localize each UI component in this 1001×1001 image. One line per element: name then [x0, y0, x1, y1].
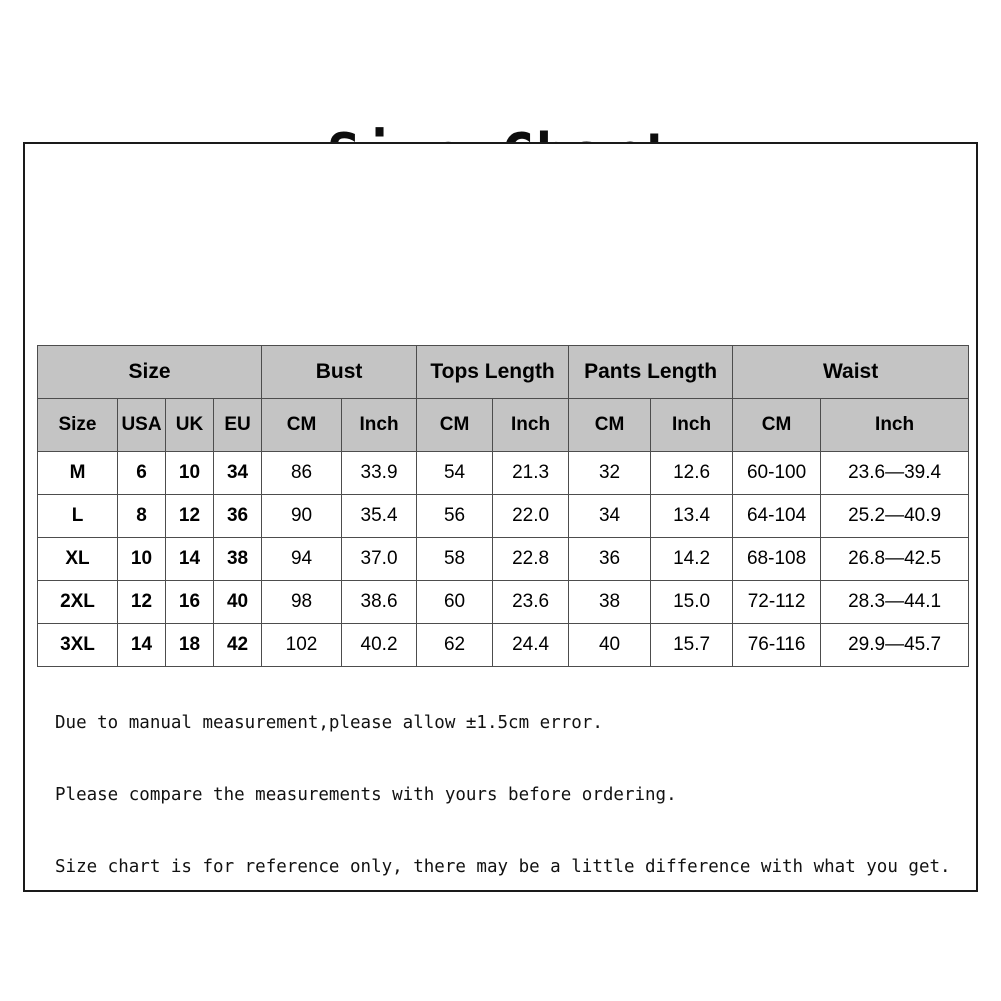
size-chart-card: Size Bust Tops Length Pants Length Waist… — [23, 142, 978, 892]
measurement-notes: Due to manual measurement,please allow ±… — [55, 663, 960, 927]
cell-usa: 12 — [117, 580, 166, 624]
cell-tops-length-cm: 62 — [416, 623, 494, 667]
cell-pants-length-cm: 40 — [568, 623, 652, 667]
cell-waist-cm: 64-104 — [732, 494, 822, 538]
note-line-3: Size chart is for reference only, there … — [55, 857, 951, 877]
table-body: M 6 10 34 86 33.9 54 21.3 32 12.6 60-100… — [37, 451, 970, 667]
group-header-size: Size — [36, 345, 263, 399]
cell-waist-inch: 26.8—42.5 — [820, 537, 970, 581]
cell-tops-length-inch: 22.8 — [492, 537, 570, 581]
cell-bust-cm: 102 — [261, 623, 343, 667]
cell-size: L — [37, 494, 118, 538]
cell-waist-inch: 29.9—45.7 — [820, 623, 970, 667]
cell-waist-cm: 72-112 — [732, 580, 822, 624]
cell-bust-inch: 35.4 — [341, 494, 418, 538]
table-row: M 6 10 34 86 33.9 54 21.3 32 12.6 60-100… — [37, 451, 970, 495]
cell-tops-length-inch: 23.6 — [492, 580, 570, 624]
cell-pants-length-inch: 13.4 — [650, 494, 734, 538]
sub-header-size: Size — [37, 398, 118, 452]
note-line-1: Due to manual measurement,please allow ±… — [55, 713, 603, 733]
table-row: L 8 12 36 90 35.4 56 22.0 34 13.4 64-104… — [37, 494, 970, 538]
cell-size: XL — [37, 537, 118, 581]
cell-bust-inch: 33.9 — [341, 451, 418, 495]
cell-usa: 8 — [117, 494, 166, 538]
sub-header-bust-inch: Inch — [341, 398, 418, 452]
table-row: 3XL 14 18 42 102 40.2 62 24.4 40 15.7 76… — [37, 623, 970, 667]
cell-bust-cm: 90 — [261, 494, 343, 538]
cell-bust-cm: 94 — [261, 537, 343, 581]
cell-pants-length-inch: 15.0 — [650, 580, 734, 624]
group-header-bust: Bust — [261, 345, 418, 399]
cell-bust-cm: 86 — [261, 451, 343, 495]
sub-header-waist-cm: CM — [732, 398, 822, 452]
sub-header-eu: EU — [212, 398, 263, 452]
cell-usa: 14 — [117, 623, 166, 667]
cell-waist-cm: 76-116 — [732, 623, 822, 667]
cell-bust-inch: 38.6 — [341, 580, 418, 624]
cell-tops-length-cm: 56 — [416, 494, 494, 538]
cell-size: M — [37, 451, 118, 495]
sub-header-bust-cm: CM — [261, 398, 343, 452]
cell-uk: 14 — [165, 537, 214, 581]
cell-tops-length-cm: 54 — [416, 451, 494, 495]
cell-pants-length-inch: 15.7 — [650, 623, 734, 667]
group-header-waist: Waist — [732, 345, 970, 399]
cell-uk: 10 — [165, 451, 214, 495]
table-group-header-row: Size Bust Tops Length Pants Length Waist — [36, 345, 970, 399]
cell-uk: 18 — [165, 623, 214, 667]
table-row: XL 10 14 38 94 37.0 58 22.8 36 14.2 68-1… — [37, 537, 970, 581]
cell-waist-cm: 60-100 — [732, 451, 822, 495]
cell-eu: 36 — [212, 494, 263, 538]
table-sub-header-row: Size USA UK EU CM Inch CM Inch CM Inch C… — [37, 398, 970, 452]
cell-tops-length-cm: 60 — [416, 580, 494, 624]
cell-tops-length-inch: 22.0 — [492, 494, 570, 538]
size-chart-table: Size Bust Tops Length Pants Length Waist… — [36, 345, 970, 667]
cell-size: 2XL — [37, 580, 118, 624]
cell-pants-length-inch: 14.2 — [650, 537, 734, 581]
cell-tops-length-cm: 58 — [416, 537, 494, 581]
cell-uk: 12 — [165, 494, 214, 538]
sub-header-pants-length-cm: CM — [568, 398, 652, 452]
sub-header-usa: USA — [117, 398, 166, 452]
cell-tops-length-inch: 24.4 — [492, 623, 570, 667]
cell-bust-inch: 37.0 — [341, 537, 418, 581]
cell-bust-inch: 40.2 — [341, 623, 418, 667]
cell-eu: 34 — [212, 451, 263, 495]
group-header-pants-length: Pants Length — [568, 345, 734, 399]
table-row: 2XL 12 16 40 98 38.6 60 23.6 38 15.0 72-… — [37, 580, 970, 624]
sub-header-tops-length-inch: Inch — [492, 398, 570, 452]
cell-bust-cm: 98 — [261, 580, 343, 624]
size-chart-table-wrapper: Size Bust Tops Length Pants Length Waist… — [36, 345, 970, 667]
table-head: Size Bust Tops Length Pants Length Waist… — [36, 345, 970, 452]
sub-header-tops-length-cm: CM — [416, 398, 494, 452]
cell-eu: 38 — [212, 537, 263, 581]
cell-waist-inch: 23.6—39.4 — [820, 451, 970, 495]
cell-waist-inch: 28.3—44.1 — [820, 580, 970, 624]
cell-uk: 16 — [165, 580, 214, 624]
cell-waist-inch: 25.2—40.9 — [820, 494, 970, 538]
group-header-tops-length: Tops Length — [416, 345, 570, 399]
cell-eu: 40 — [212, 580, 263, 624]
cell-pants-length-cm: 32 — [568, 451, 652, 495]
cell-pants-length-cm: 36 — [568, 537, 652, 581]
cell-size: 3XL — [37, 623, 118, 667]
cell-usa: 10 — [117, 537, 166, 581]
cell-tops-length-inch: 21.3 — [492, 451, 570, 495]
cell-pants-length-cm: 38 — [568, 580, 652, 624]
sub-header-uk: UK — [165, 398, 214, 452]
cell-eu: 42 — [212, 623, 263, 667]
sub-header-pants-length-inch: Inch — [650, 398, 734, 452]
note-line-2: Please compare the measurements with you… — [55, 785, 677, 805]
sub-header-waist-inch: Inch — [820, 398, 970, 452]
cell-pants-length-inch: 12.6 — [650, 451, 734, 495]
cell-waist-cm: 68-108 — [732, 537, 822, 581]
cell-pants-length-cm: 34 — [568, 494, 652, 538]
cell-usa: 6 — [117, 451, 166, 495]
